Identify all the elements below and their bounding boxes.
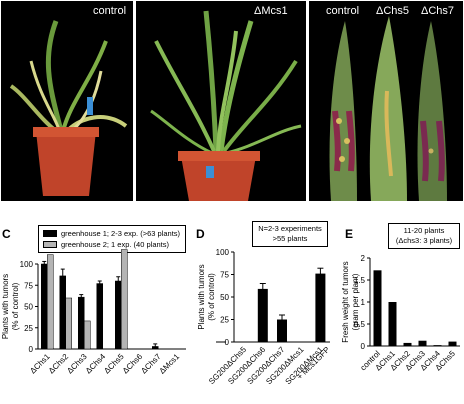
c-bar — [47, 254, 54, 350]
label-leaf-chs7: ΔChs7 — [421, 5, 455, 17]
label-control: control — [93, 5, 127, 17]
d-ytick-label: 75 — [220, 271, 229, 280]
legend-swatch-greenhouse2 — [43, 241, 57, 248]
e-bar — [388, 302, 397, 346]
c-bar — [96, 283, 103, 350]
note-e: 11-20 plants (Δchs3: 3 plants) — [388, 223, 460, 249]
d-ytick-label: 100 — [216, 248, 230, 257]
c-bar — [121, 249, 128, 350]
label-leaf-control: control — [326, 5, 360, 17]
c-category-label: ΔMcs1 — [157, 352, 181, 376]
legend-c: greenhouse 1; 2-3 exp. (>63 plants) gree… — [38, 225, 186, 253]
chart-d: 0 25 50 75 100 Plants with tumors (% of contro… — [196, 248, 336, 404]
c-bar — [84, 320, 91, 350]
e-ylabel: (gram per plant) — [351, 273, 360, 330]
c-ytick-label: 75 — [24, 281, 33, 290]
c-ytick-label: 50 — [24, 303, 33, 312]
photo-infected-leaves — [309, 1, 463, 201]
c-ylabel: (% of control) — [11, 282, 20, 330]
chart-d-svg: 0 25 50 75 100 Plants with tumors (% of contro… — [197, 248, 332, 386]
label-leaf-chs5: ΔChs5 — [376, 5, 410, 17]
c-ytick-label: 0 — [29, 345, 34, 354]
legend-item-greenhouse1: greenhouse 1; 2-3 exp. (>63 plants) — [43, 228, 181, 239]
chart-e-svg: 0 0.5 1 1.5 2 Fresh weight of tumors (gram per… — [341, 254, 460, 372]
e-ytick-label: 0 — [361, 342, 366, 351]
c-bar — [115, 280, 122, 350]
e-ytick-label: 0.5 — [354, 320, 366, 329]
note-d: N=2-3 experiments >55 plants — [252, 221, 328, 247]
d-ytick-label: 0 — [225, 338, 230, 347]
leaves-image — [309, 1, 463, 201]
e-ytick-label: 2 — [361, 254, 366, 263]
d-bar — [315, 273, 326, 342]
legend-label-greenhouse1: greenhouse 1; 2-3 exp. (>63 plants) — [61, 229, 181, 238]
label-mcs1: ΔMcs1 — [254, 5, 288, 17]
e-bar — [403, 342, 412, 346]
c-ytick-label: 25 — [24, 324, 33, 333]
e-ylabel: Fresh weight of tumors — [341, 261, 350, 342]
d-ylabel: Plants with tumors — [197, 264, 206, 329]
d-ytick-label: 25 — [220, 316, 229, 325]
panel-letter-c: C — [2, 227, 11, 241]
note-d-line1: N=2-3 experiments — [258, 224, 322, 233]
e-ytick-label: 1.5 — [354, 276, 366, 285]
mcs1-plant-image — [136, 1, 306, 201]
d-bar — [277, 319, 287, 342]
legend-swatch-greenhouse1 — [43, 230, 57, 237]
legend-item-greenhouse2: greenhouse 2; 1 exp. (40 plants) — [43, 239, 181, 250]
panel-letter-e: E — [345, 227, 354, 241]
photo-control-plant — [1, 1, 133, 201]
panel-letter-d: D — [196, 227, 205, 241]
c-bar — [41, 263, 48, 350]
note-e-line1: 11-20 plants — [403, 226, 445, 235]
c-ytick-label: 100 — [20, 260, 34, 269]
d-ytick-label: 50 — [220, 293, 229, 302]
c-bar — [59, 275, 66, 350]
c-bar — [65, 297, 72, 350]
legend-label-greenhouse2: greenhouse 2; 1 exp. (40 plants) — [61, 240, 169, 249]
chart-c-svg: 0 25 50 75 100 Plants with tumors (% of contro… — [1, 249, 186, 376]
chart-c: 0 25 50 75 100 Plants with tumors (% of contro… — [0, 249, 190, 404]
e-bar — [433, 345, 442, 346]
d-bar — [257, 288, 268, 342]
note-e-line2: (Δchs3: 3 plants) — [395, 236, 453, 245]
control-plant-image — [1, 1, 133, 201]
e-bar — [448, 341, 457, 346]
c-bar — [78, 296, 85, 350]
e-ytick-label: 1 — [361, 298, 366, 307]
d-ylabel: (% of control) — [207, 273, 216, 321]
note-d-line2: >55 plants — [272, 234, 308, 243]
e-bar — [418, 340, 427, 346]
chart-e: 0 0.5 1 1.5 2 Fresh weight of tumors (gram per… — [340, 250, 464, 404]
e-bar — [373, 270, 382, 346]
photo-mcs1-plant — [136, 1, 306, 201]
c-ylabel: Plants with tumors — [1, 274, 10, 339]
